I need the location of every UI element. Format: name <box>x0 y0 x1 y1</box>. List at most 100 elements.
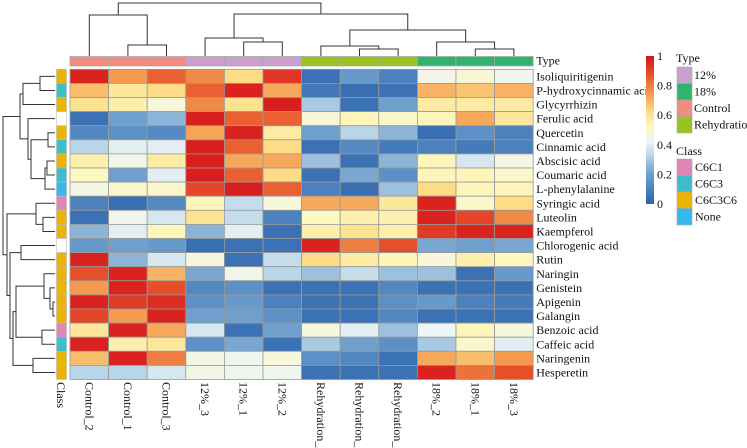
type-annotation-cell <box>146 56 187 67</box>
heatmap-cell <box>301 308 341 324</box>
type-legend-label: 12% <box>694 68 716 82</box>
row-label: Quercetin <box>536 126 583 140</box>
heatmap-cell <box>146 308 187 324</box>
heatmap-cell <box>301 350 341 366</box>
heatmap-cell <box>146 238 187 254</box>
heatmap-cell <box>416 238 457 254</box>
row-label: Glycyrrhizin <box>536 98 597 112</box>
heatmap-cell <box>223 350 264 366</box>
heatmap-cell <box>185 223 225 239</box>
heatmap-cell <box>339 252 380 268</box>
heatmap-cell <box>378 308 418 324</box>
heatmap-cell <box>416 68 457 84</box>
column-dendrogram-branch <box>359 48 399 56</box>
heatmap-cell <box>223 167 264 183</box>
class-annotation-cell <box>56 97 67 112</box>
heatmap-cell <box>378 139 418 155</box>
heatmap-cell <box>223 181 264 197</box>
heatmap-cell <box>108 364 148 380</box>
row-label: Isoliquiritigenin <box>536 69 613 83</box>
heatmap-cell <box>416 195 457 211</box>
heatmap-cell <box>455 83 495 98</box>
class-annotation-cell <box>56 308 67 324</box>
column-dendrogram-branch <box>243 41 283 56</box>
heatmap-cell <box>301 336 341 352</box>
heatmap-cell <box>339 111 380 127</box>
row-label: Rutin <box>536 253 563 267</box>
heatmap-cell <box>185 97 225 113</box>
heatmap-cell <box>378 153 418 169</box>
row-label: Syringic acid <box>536 196 600 210</box>
heatmap-cell <box>108 350 148 366</box>
heatmap-cell <box>378 294 418 310</box>
type-annotation-cell <box>416 56 457 67</box>
heatmap-cell <box>494 294 534 310</box>
row-dendrogram-branch <box>2 115 20 256</box>
row-dendrogram-branch <box>15 285 44 338</box>
row-label: Genistein <box>536 281 582 295</box>
heatmap-cell <box>378 125 418 141</box>
column-label: 18%_3 <box>507 382 521 416</box>
type-annotation-cell <box>455 56 495 67</box>
heatmap-cell <box>416 83 457 98</box>
heatmap-cell <box>301 181 341 197</box>
heatmap-cell <box>494 364 534 380</box>
heatmap-cell <box>146 223 187 239</box>
row-label: Kaempferol <box>536 224 594 238</box>
heatmap-cell <box>223 153 264 169</box>
heatmap-cell <box>223 280 264 296</box>
heatmap-cell <box>185 139 225 155</box>
heatmap-cell <box>223 252 264 268</box>
column-dendrogram-branch <box>233 13 409 38</box>
heatmap-cell <box>223 364 264 380</box>
row-label: Caffeic acid <box>536 337 594 351</box>
heatmap-cell <box>339 83 380 98</box>
heatmap-cell <box>108 125 148 141</box>
heatmap-cell <box>69 223 109 239</box>
heatmap-cell <box>69 167 109 183</box>
heatmap-cell <box>69 68 109 84</box>
class-legend-swatch <box>676 191 693 209</box>
heatmap-cell <box>146 252 187 268</box>
heatmap-cell <box>262 195 302 211</box>
heatmap-cell <box>69 139 109 155</box>
class-annotation-cell <box>56 83 67 98</box>
colorbar-tick-label: 0.8 <box>657 79 672 93</box>
heatmap-cell <box>494 238 534 254</box>
row-label: L-phenylalanine <box>536 182 615 196</box>
heatmap-cell <box>146 153 187 169</box>
row-label: Benzoic acid <box>536 323 598 337</box>
heatmap-cell <box>262 364 302 380</box>
heatmap-cell <box>301 83 341 98</box>
heatmap-cell <box>455 308 495 324</box>
heatmap-cell <box>339 266 380 282</box>
heatmap-cell <box>185 336 225 352</box>
heatmap-cell <box>69 364 109 380</box>
class-annotation-cell <box>56 350 67 366</box>
heatmap-cell <box>108 111 148 127</box>
heatmap-cell <box>378 322 418 338</box>
heatmap-cell <box>455 223 495 239</box>
class-annotation-cell <box>56 294 67 310</box>
heatmap-cell <box>146 68 187 84</box>
colorbar-tick-label: 0 <box>657 197 663 211</box>
heatmap-cell <box>108 308 148 324</box>
heatmap-cell <box>108 294 148 310</box>
row-dendrogram-branch <box>20 245 55 261</box>
type-legend-title: Type <box>676 51 700 65</box>
class-legend-title: Class <box>676 144 702 158</box>
heatmap-cell <box>262 322 302 338</box>
heatmap-cell <box>494 223 534 239</box>
type-annotation-cell <box>108 56 148 67</box>
row-label: Cinnamic acid <box>536 140 606 154</box>
column-label: 18%_2 <box>430 382 444 416</box>
column-label: 12%_2 <box>275 382 289 416</box>
heatmap-cell <box>378 209 418 225</box>
type-annotation-cell <box>301 56 341 67</box>
heatmap-cell <box>69 83 109 98</box>
class-annotation-cell <box>56 153 67 169</box>
heatmap-cell <box>185 83 225 98</box>
heatmap-cell <box>455 266 495 282</box>
heatmap-cell <box>262 280 302 296</box>
heatmap-cell <box>378 181 418 197</box>
